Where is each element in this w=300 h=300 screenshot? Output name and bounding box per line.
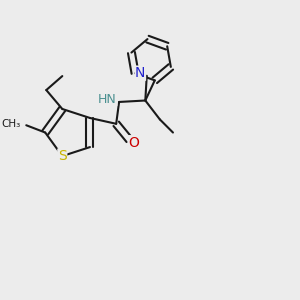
Text: O: O	[128, 136, 140, 150]
Text: HN: HN	[98, 93, 117, 106]
Text: CH₃: CH₃	[2, 119, 21, 129]
Text: N: N	[135, 66, 146, 80]
Text: S: S	[58, 149, 67, 163]
